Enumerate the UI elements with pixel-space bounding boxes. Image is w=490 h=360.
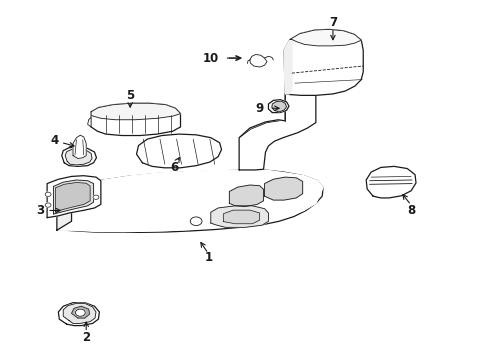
Polygon shape xyxy=(250,54,267,67)
Polygon shape xyxy=(53,180,94,214)
Polygon shape xyxy=(57,170,323,232)
Text: 3: 3 xyxy=(36,204,44,217)
Polygon shape xyxy=(223,210,260,224)
Polygon shape xyxy=(284,30,363,95)
Polygon shape xyxy=(137,134,221,168)
Circle shape xyxy=(75,309,85,316)
Polygon shape xyxy=(65,149,92,165)
Polygon shape xyxy=(290,30,361,46)
Circle shape xyxy=(45,192,51,197)
Text: 7: 7 xyxy=(329,16,337,29)
Text: 1: 1 xyxy=(204,251,213,264)
Polygon shape xyxy=(229,185,264,207)
Polygon shape xyxy=(88,117,91,127)
Text: 5: 5 xyxy=(126,89,134,102)
Polygon shape xyxy=(62,147,97,166)
Polygon shape xyxy=(239,94,316,170)
Text: 9: 9 xyxy=(255,102,264,115)
Polygon shape xyxy=(58,303,99,325)
Text: 2: 2 xyxy=(82,331,90,344)
Polygon shape xyxy=(211,206,269,227)
Circle shape xyxy=(45,203,51,207)
Polygon shape xyxy=(57,187,72,230)
Polygon shape xyxy=(55,183,90,212)
Polygon shape xyxy=(47,176,101,218)
Polygon shape xyxy=(57,170,323,231)
Text: 10: 10 xyxy=(203,51,219,64)
Polygon shape xyxy=(272,101,287,112)
Polygon shape xyxy=(269,100,289,113)
Polygon shape xyxy=(72,306,90,318)
Polygon shape xyxy=(73,135,86,158)
Polygon shape xyxy=(366,166,416,198)
Polygon shape xyxy=(91,103,180,135)
Circle shape xyxy=(93,195,99,199)
Text: 6: 6 xyxy=(170,161,178,174)
Text: 8: 8 xyxy=(407,204,415,217)
Polygon shape xyxy=(265,177,303,200)
Polygon shape xyxy=(91,103,180,120)
Text: 4: 4 xyxy=(50,134,59,147)
Polygon shape xyxy=(284,34,300,94)
Polygon shape xyxy=(63,303,96,323)
Circle shape xyxy=(190,217,202,226)
